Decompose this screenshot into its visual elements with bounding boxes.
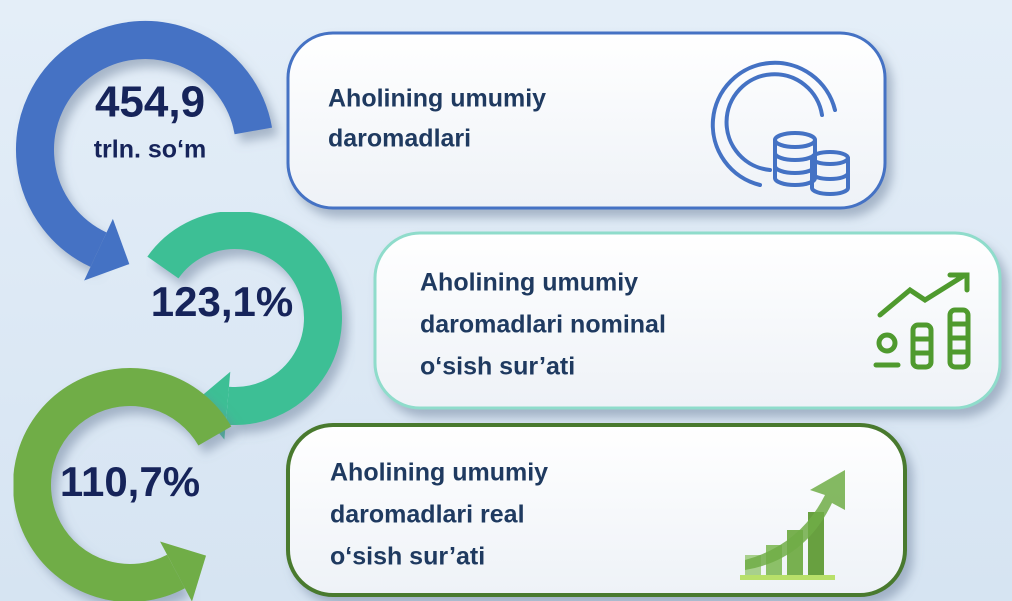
label: Aholining umumiy	[328, 85, 546, 113]
label: Aholining umumiy	[330, 459, 548, 487]
unit: trln. so‘m	[94, 136, 207, 164]
value: 110,7%	[60, 458, 200, 505]
label: o‘sish sur’ati	[420, 353, 575, 381]
value: 123,1%	[151, 278, 293, 325]
card	[286, 31, 887, 210]
arrow-head	[160, 541, 207, 601]
arrow-arc	[147, 211, 342, 425]
label: daromadlari real	[330, 501, 525, 529]
arrow-head	[84, 218, 130, 281]
arrows	[13, 21, 342, 601]
value: 454,9	[95, 78, 205, 127]
growth-icon	[873, 272, 971, 370]
label: Aholining umumiy	[420, 269, 638, 297]
bars-icon	[740, 470, 845, 580]
arrow-arc	[16, 21, 273, 267]
arrow-arc	[13, 368, 232, 601]
label: daromadlari	[328, 125, 471, 153]
card	[286, 423, 907, 597]
coins-icon	[710, 60, 850, 196]
label: o‘sish sur’ati	[330, 543, 485, 571]
card	[373, 231, 1002, 410]
label: daromadlari nominal	[420, 311, 666, 339]
